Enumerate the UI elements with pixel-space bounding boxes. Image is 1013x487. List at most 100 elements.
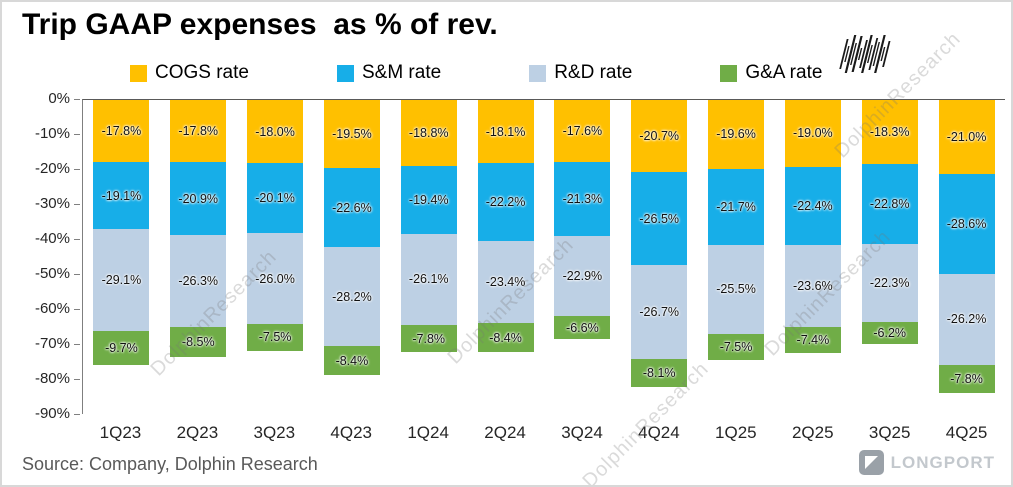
x-tick-label: 2Q25 <box>791 423 834 442</box>
bar-column: -20.7% -26.5% -26.7% -8.1% <box>621 100 698 414</box>
data-label: -19.5% <box>332 127 372 142</box>
bar-segment-cogs: -21.0% <box>938 100 995 174</box>
data-label: -22.6% <box>332 200 372 215</box>
bar-segment-sm: -19.4% <box>400 165 457 234</box>
bar-segment-sm: -22.8% <box>861 164 918 244</box>
x-tick: 2Q23 <box>159 423 236 443</box>
longport-logo: LONGPORT <box>858 450 995 475</box>
legend: COGS rate S&M rate R&D rate G&A rate <box>130 62 822 84</box>
bar-segment-rd: -26.3% <box>170 235 227 328</box>
bar-segment-rd: -28.2% <box>323 247 380 347</box>
data-label: -20.7% <box>639 129 680 144</box>
data-label: -17.6% <box>562 123 603 138</box>
data-label: -20.1% <box>255 191 295 206</box>
bar-segment-ga: -7.8% <box>400 325 457 353</box>
data-label: -18.3% <box>869 125 910 140</box>
bar-column: -17.8% -20.9% -26.3% -8.5% <box>160 100 237 414</box>
data-label: -26.0% <box>255 271 295 286</box>
bar-segment-sm: -22.2% <box>477 163 534 242</box>
legend-item: S&M rate <box>336 62 441 84</box>
data-label: -21.0% <box>946 129 987 144</box>
bar-segment-rd: -26.0% <box>247 233 304 325</box>
bar-column: -17.6% -21.3% -22.9% -6.6% <box>544 100 621 414</box>
data-label: -22.9% <box>562 269 603 284</box>
bar-segment-cogs: -18.0% <box>247 100 304 163</box>
bar-segment-ga: -7.5% <box>708 333 765 361</box>
y-tick-label: -10% <box>34 125 70 142</box>
x-tick: 1Q23 <box>82 423 159 443</box>
y-tick-label: 0% <box>48 90 70 107</box>
y-tick-label: -20% <box>34 160 70 177</box>
data-label: -8.1% <box>642 365 676 380</box>
bar-segment-ga: -8.4% <box>323 346 380 376</box>
y-tick-mark <box>74 99 80 100</box>
x-tick-label: 4Q25 <box>945 423 988 442</box>
stacked-bar: -18.0% -20.1% -26.0% -7.5% <box>247 100 304 351</box>
stacked-bar: -18.8% -19.4% -26.1% -7.8% <box>400 100 457 353</box>
bar-segment-sm: -22.6% <box>323 168 380 248</box>
data-label: -29.1% <box>101 273 142 288</box>
data-label: -22.8% <box>869 196 910 211</box>
data-label: -8.4% <box>489 330 522 345</box>
data-label: -7.8% <box>950 371 983 386</box>
bar-column: -18.3% -22.8% -22.3% -6.2% <box>851 100 928 414</box>
data-label: -21.7% <box>716 199 756 214</box>
legend-label: R&D rate <box>554 62 633 83</box>
data-label: -8.4% <box>335 353 369 368</box>
data-label: -18.0% <box>255 124 295 139</box>
data-label: -26.2% <box>946 312 987 327</box>
stacked-bar: -19.5% -22.6% -28.2% -8.4% <box>323 100 380 376</box>
y-tick-mark <box>74 204 80 205</box>
y-tick-mark <box>74 344 80 345</box>
data-label: -7.5% <box>719 339 753 354</box>
stacked-bar: -17.8% -19.1% -29.1% -9.7% <box>93 100 150 365</box>
bar-segment-rd: -26.1% <box>400 233 457 326</box>
bar-segment-ga: -7.4% <box>784 327 841 354</box>
bar-segment-sm: -19.1% <box>93 162 150 230</box>
x-tick: 1Q24 <box>390 423 467 443</box>
bar-column: -19.6% -21.7% -25.5% -7.5% <box>698 100 775 414</box>
x-tick-label: 4Q24 <box>638 423 680 442</box>
x-tick: 4Q23 <box>313 423 390 443</box>
longport-icon <box>858 450 884 475</box>
bar-segment-rd: -23.4% <box>477 241 534 323</box>
y-tick-label: -50% <box>34 265 70 282</box>
data-label: -8.5% <box>181 335 215 350</box>
bar-segment-cogs: -19.5% <box>323 100 380 169</box>
bar-segment-ga: -7.5% <box>247 324 304 351</box>
legend-label: COGS rate <box>155 62 249 83</box>
x-axis: 1Q23 2Q23 3Q23 4Q23 1Q24 2Q24 3Q24 4Q24 1Q25 2Q25… <box>82 423 1005 443</box>
bar-segment-ga: -8.1% <box>631 358 688 387</box>
data-label: -7.4% <box>796 333 830 348</box>
x-tick-label: 1Q25 <box>715 423 757 442</box>
bar-segment-cogs: -18.3% <box>861 100 918 165</box>
data-label: -26.1% <box>408 272 449 287</box>
x-tick: 4Q24 <box>620 423 697 443</box>
x-tick: 3Q23 <box>236 423 313 443</box>
bar-segment-sm: -28.6% <box>938 173 995 274</box>
bar-segment-ga: -9.7% <box>93 330 150 365</box>
data-label: -17.8% <box>178 124 219 139</box>
y-tick-mark <box>74 309 80 310</box>
x-tick-label: 1Q24 <box>407 423 449 442</box>
data-label: -7.8% <box>412 331 446 346</box>
x-tick-label: 1Q23 <box>99 423 142 442</box>
data-label: -9.7% <box>105 340 138 355</box>
bar-segment-sm: -20.1% <box>247 163 304 234</box>
legend-swatch <box>720 64 738 82</box>
y-tick-label: -30% <box>34 195 70 212</box>
data-label: -25.5% <box>716 282 756 297</box>
stacked-bar: -18.3% -22.8% -22.3% -6.2% <box>861 100 918 344</box>
bar-segment-cogs: -18.1% <box>477 100 534 164</box>
y-tick-label: -70% <box>34 335 70 352</box>
longport-text: LONGPORT <box>890 452 995 472</box>
data-label: -6.6% <box>566 320 599 335</box>
stacked-bar: -19.0% -22.4% -23.6% -7.4% <box>784 100 841 354</box>
bar-segment-cogs: -19.6% <box>708 100 765 169</box>
bar-segment-ga: -6.6% <box>554 316 611 340</box>
bar-segment-cogs: -17.8% <box>170 100 227 163</box>
bar-segment-sm: -20.9% <box>170 162 227 236</box>
bar-segment-cogs: -17.8% <box>93 100 150 163</box>
data-label: -22.4% <box>793 198 833 213</box>
bar-segment-rd: -23.6% <box>784 244 841 328</box>
